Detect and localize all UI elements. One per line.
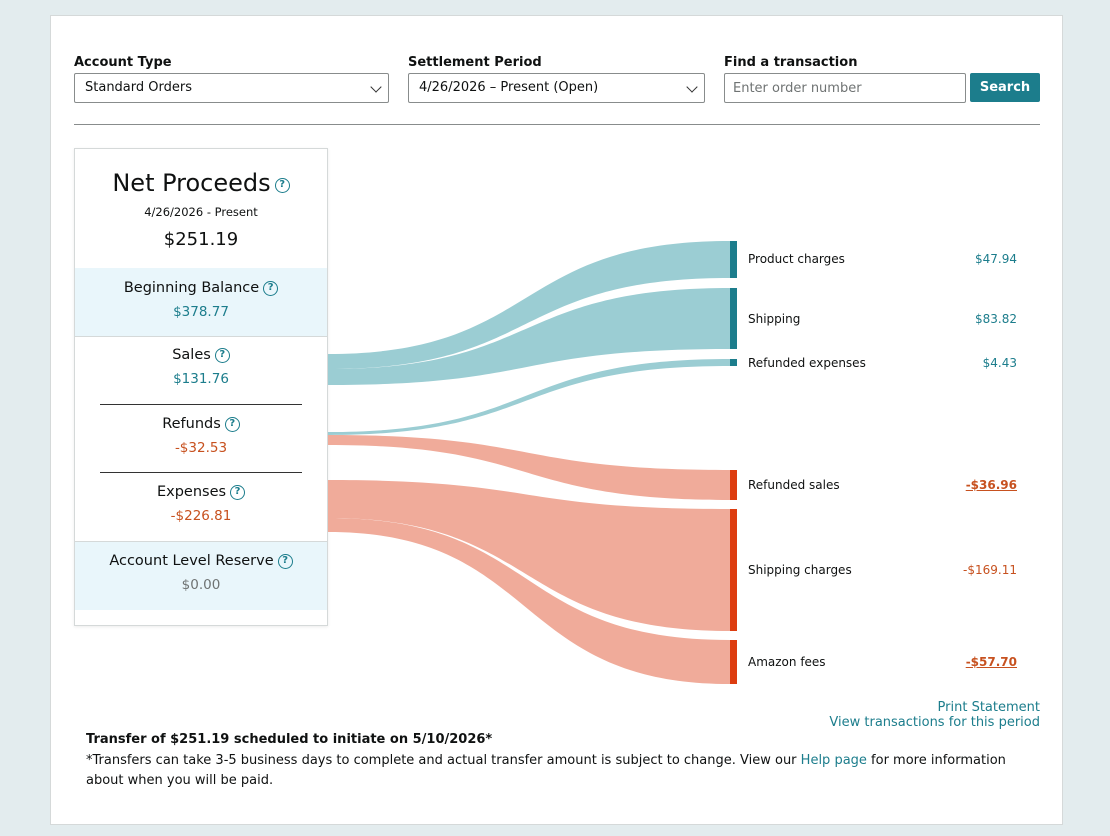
expenses-section: Expenses? -$226.81: [75, 484, 327, 544]
flow-refunds-refunded-sales: [328, 435, 730, 500]
breakdown-value: $83.82: [975, 312, 1017, 326]
breakdown-value-link[interactable]: -$36.96: [965, 478, 1017, 492]
help-icon[interactable]: ?: [263, 281, 279, 296]
account-type-value: Standard Orders: [85, 80, 192, 95]
bar-shipping: [730, 288, 737, 349]
beginning-balance-section: Beginning Balance? $378.77: [75, 268, 327, 336]
transfer-notice: Transfer of $251.19 scheduled to initiat…: [86, 732, 493, 747]
help-icon[interactable]: ?: [230, 485, 246, 500]
breakdown-value: -$169.11: [963, 563, 1017, 577]
divider: [74, 124, 1040, 125]
help-icon[interactable]: ?: [274, 178, 290, 193]
bar-shipping-charges: [730, 509, 737, 631]
expenses-label: Expenses: [156, 484, 227, 500]
search-button[interactable]: Search: [970, 73, 1040, 102]
bar-refunded-expenses: [730, 359, 737, 366]
refunds-section: Refunds? -$32.53: [75, 416, 327, 476]
breakdown-label: Product charges: [748, 252, 845, 266]
settlement-period-select[interactable]: 4/26/2026 – Present (Open): [408, 73, 705, 103]
breakdown-label: Shipping: [748, 312, 801, 326]
print-statement-link[interactable]: Print Statement: [937, 700, 1040, 715]
section-divider: [75, 541, 327, 542]
breakdown-label: Refunded expenses: [748, 356, 866, 370]
section-divider: [100, 404, 302, 405]
help-icon[interactable]: ?: [214, 348, 230, 363]
disclaimer-text: for more information about when you will…: [86, 753, 1006, 788]
flow-expenses-amazon-fees: [328, 518, 730, 684]
net-proceeds-title: Net Proceeds: [112, 169, 271, 197]
breakdown-label: Amazon fees: [748, 655, 826, 669]
beginning-balance-label: Beginning Balance: [123, 280, 260, 296]
help-icon[interactable]: ?: [224, 417, 240, 432]
settlement-period-value: 4/26/2026 – Present (Open): [419, 80, 599, 95]
section-divider: [75, 336, 327, 337]
breakdown-label: Refunded sales: [748, 478, 840, 492]
net-proceeds-header: Net Proceeds? 4/26/2026 - Present $251.1…: [75, 169, 327, 287]
expenses-value: -$226.81: [170, 508, 232, 524]
account-type-label: Account Type: [74, 55, 172, 70]
breakdown-value-link[interactable]: -$57.70: [965, 655, 1017, 669]
account-reserve-section: Account Level Reserve? $0.00: [75, 542, 327, 610]
order-number-input[interactable]: [724, 73, 966, 103]
net-proceeds-total: $251.19: [163, 229, 239, 250]
flow-sales-product-charges: [328, 241, 730, 369]
transfer-disclaimer: *Transfers can take 3-5 business days to…: [86, 751, 1046, 791]
breakdown-label: Shipping charges: [748, 563, 852, 577]
view-transactions-link[interactable]: View transactions for this period: [829, 715, 1040, 730]
disclaimer-text: *Transfers can take 3-5 business days to…: [86, 753, 801, 768]
help-icon[interactable]: ?: [277, 554, 293, 569]
date-range: 4/26/2026 - Present: [144, 205, 258, 219]
find-transaction-label: Find a transaction: [724, 55, 858, 70]
account-type-select[interactable]: Standard Orders: [74, 73, 389, 103]
net-proceeds-panel: Net Proceeds? 4/26/2026 - Present $251.1…: [74, 148, 328, 626]
account-reserve-label: Account Level Reserve: [109, 553, 274, 569]
help-page-link[interactable]: Help page: [800, 753, 867, 768]
bar-amazon-fees: [730, 640, 737, 684]
statement-card: Account Type Standard Orders Settlement …: [50, 15, 1063, 825]
refunds-label: Refunds: [162, 416, 221, 432]
breakdown-value: $4.43: [982, 356, 1017, 370]
section-divider: [100, 472, 302, 473]
bar-product-charges: [730, 241, 737, 278]
sankey-diagram: [328, 241, 737, 684]
refunds-value: -$32.53: [174, 440, 228, 456]
sales-label: Sales: [172, 347, 211, 363]
beginning-balance-value: $378.77: [173, 304, 229, 320]
sales-section: Sales? $131.76: [75, 347, 327, 407]
settlement-period-label: Settlement Period: [408, 55, 542, 70]
sales-value: $131.76: [173, 371, 229, 387]
flow-sales-shipping: [328, 288, 730, 385]
flow-refunds-refunded-expenses: [328, 359, 730, 435]
breakdown-value: $47.94: [975, 252, 1017, 266]
account-reserve-value: $0.00: [181, 577, 221, 593]
flow-expenses-shipping-charges: [328, 480, 730, 631]
bar-refunded-sales: [730, 470, 737, 500]
